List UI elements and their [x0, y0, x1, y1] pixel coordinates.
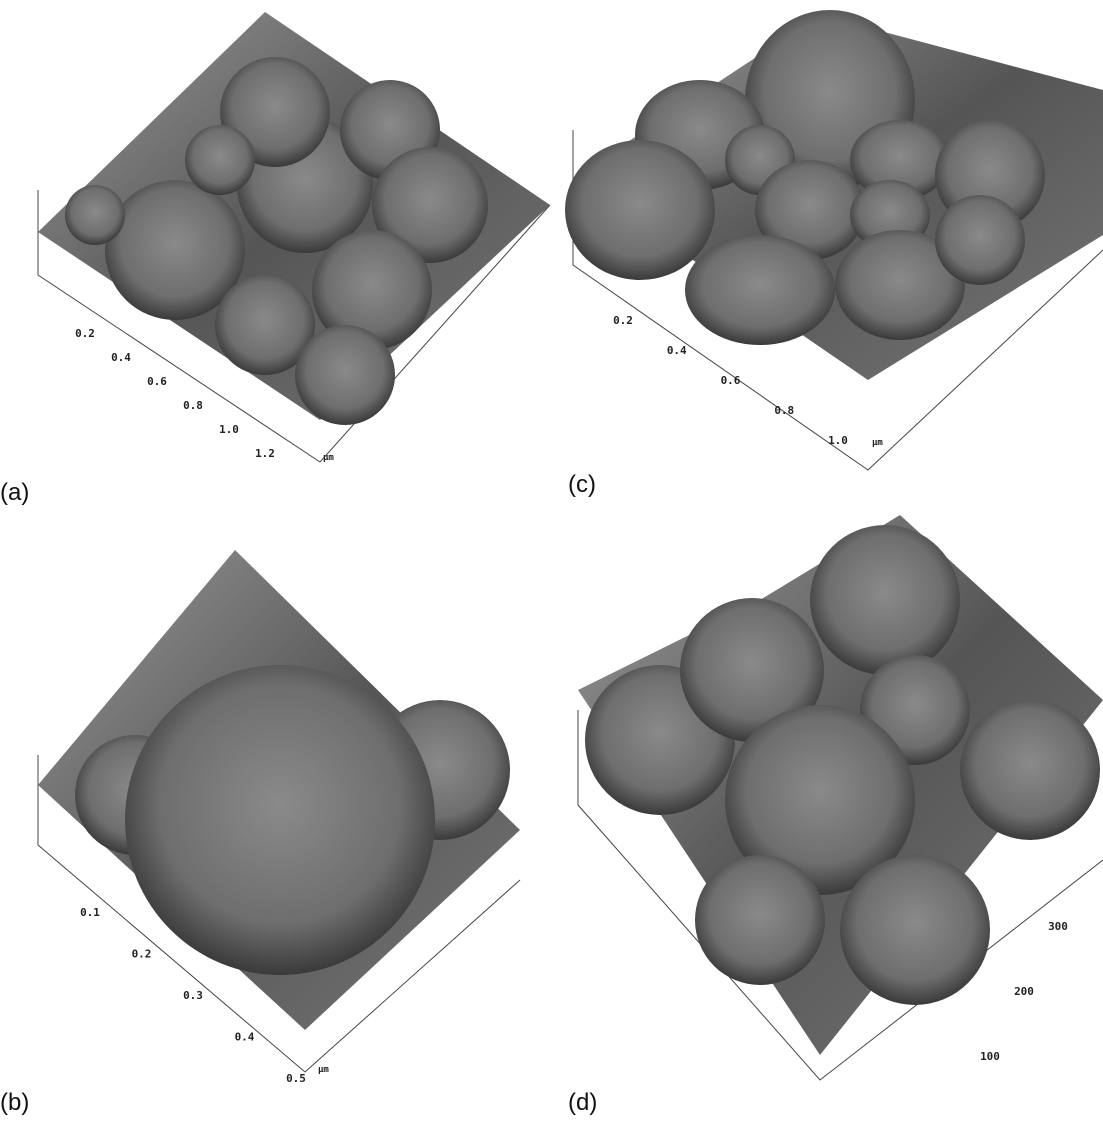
tick-label: 0.5	[286, 1072, 306, 1085]
tick-label: 0.4	[111, 351, 131, 364]
panel-label: (b)	[0, 1089, 29, 1116]
tick-label: 0.3	[183, 989, 203, 1002]
panel-b-surface	[38, 550, 520, 1072]
panel-label: (d)	[568, 1089, 597, 1116]
tick-label: 0.8	[774, 404, 794, 417]
panel-a-surface	[38, 12, 550, 462]
tick-label: 300	[1048, 920, 1068, 933]
tick-label: 1.0	[219, 423, 239, 436]
tick-label: 1.0	[828, 434, 848, 447]
panel-c-surface	[565, 10, 1103, 470]
unit-label: μm	[323, 453, 334, 463]
tick-label: 0.6	[147, 375, 167, 388]
figure: (a) 0.2 0.4 0.6 0.8 1.0 1.2 μm (b) 0.1 0.2 0.3 0.4 0.…	[0, 0, 1103, 1123]
tick-label: 100	[980, 1050, 1000, 1063]
tick-label: 1.2	[255, 447, 275, 460]
tick-label: 200	[1014, 985, 1034, 998]
tick-label: 0.8	[183, 399, 203, 412]
unit-label: μm	[318, 1065, 329, 1075]
tick-label: 0.2	[75, 327, 95, 340]
tick-label: 0.2	[613, 314, 633, 327]
tick-label: 0.4	[667, 344, 687, 357]
tick-label: 0.1	[80, 906, 100, 919]
panel-label: (c)	[568, 471, 596, 498]
tick-label: 0.2	[132, 948, 152, 961]
tick-label: 0.4	[235, 1031, 255, 1044]
panel-label: (a)	[0, 479, 29, 506]
page: {"panels": [ {"label": "(a)", "ticks": […	[0, 0, 1103, 1123]
unit-label: μm	[872, 438, 883, 448]
tick-label: 0.6	[721, 374, 741, 387]
